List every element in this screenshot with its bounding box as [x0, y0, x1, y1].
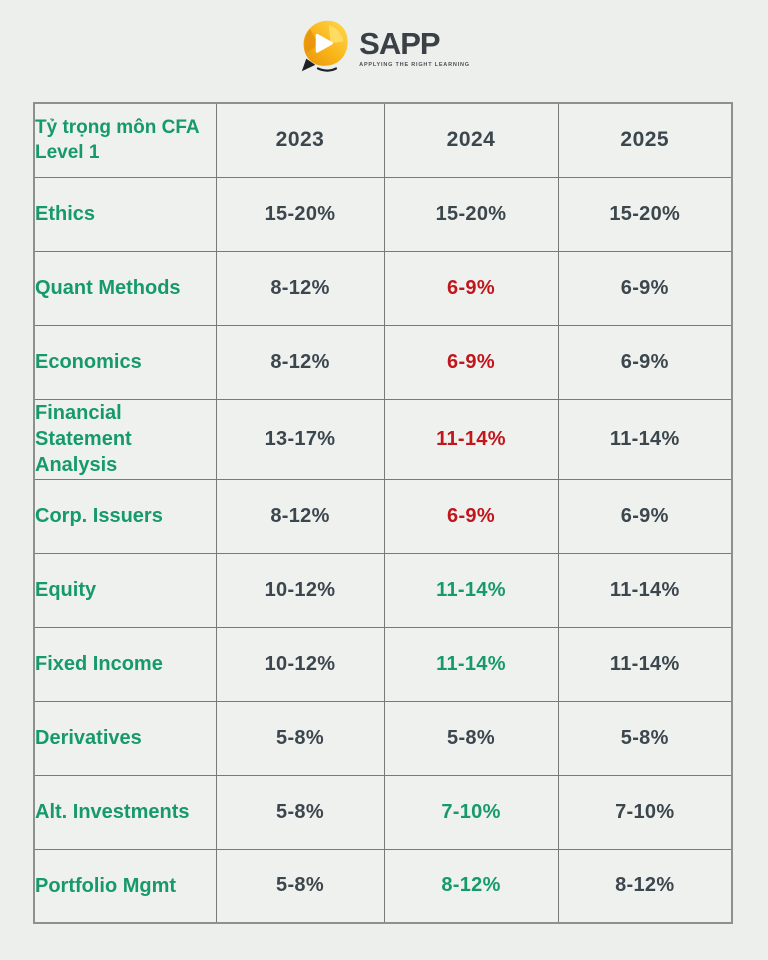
value-cell: 15-20% — [383, 176, 559, 252]
value-cell: 8-12% — [383, 848, 559, 924]
header-year-2023: 2023 — [215, 102, 385, 178]
value-cell: 5-8% — [215, 700, 385, 776]
value-cell: 8-12% — [215, 478, 385, 554]
subject-cell: Fixed Income — [33, 626, 217, 702]
subject-cell: Quant Methods — [33, 250, 217, 326]
subject-cell: Financial Statement Analysis — [33, 398, 217, 480]
value-cell: 5-8% — [557, 700, 733, 776]
value-cell: 6-9% — [383, 478, 559, 554]
value-cell: 11-14% — [383, 552, 559, 628]
subject-cell: Corp. Issuers — [33, 478, 217, 554]
table-row: Economics 8-12% 6-9% 6-9% — [33, 324, 733, 400]
header-year-2025: 2025 — [557, 102, 733, 178]
value-cell: 7-10% — [557, 774, 733, 850]
value-cell: 5-8% — [383, 700, 559, 776]
table-row: Corp. Issuers 8-12% 6-9% 6-9% — [33, 478, 733, 554]
value-cell: 11-14% — [557, 626, 733, 702]
value-cell: 6-9% — [383, 324, 559, 400]
sapp-logo: SAPP APPLYING THE RIGHT LEARNING — [298, 18, 470, 74]
value-cell: 11-14% — [383, 626, 559, 702]
cfa-weights-table: Tỷ trọng môn CFA Level 1 2023 2024 2025 … — [33, 102, 733, 924]
table-row: Ethics 15-20% 15-20% 15-20% — [33, 176, 733, 252]
table-row: Equity 10-12% 11-14% 11-14% — [33, 552, 733, 628]
value-cell: 13-17% — [215, 398, 385, 480]
value-cell: 11-14% — [557, 552, 733, 628]
value-cell: 8-12% — [215, 324, 385, 400]
value-cell: 6-9% — [557, 478, 733, 554]
subject-cell: Equity — [33, 552, 217, 628]
logo-text: SAPP APPLYING THE RIGHT LEARNING — [359, 28, 470, 68]
value-cell: 7-10% — [383, 774, 559, 850]
subject-cell: Derivatives — [33, 700, 217, 776]
value-cell: 5-8% — [215, 774, 385, 850]
value-cell: 8-12% — [557, 848, 733, 924]
table-row: Quant Methods 8-12% 6-9% 6-9% — [33, 250, 733, 326]
logo-wordmark: SAPP — [359, 26, 440, 61]
subject-cell: Economics — [33, 324, 217, 400]
subject-cell: Alt. Investments — [33, 774, 217, 850]
table-header-row: Tỷ trọng môn CFA Level 1 2023 2024 2025 — [33, 102, 733, 178]
table-row: Financial Statement Analysis 13-17% 11-1… — [33, 398, 733, 480]
value-cell: 10-12% — [215, 552, 385, 628]
value-cell: 6-9% — [557, 250, 733, 326]
table-row: Derivatives 5-8% 5-8% 5-8% — [33, 700, 733, 776]
value-cell: 11-14% — [557, 398, 733, 480]
logo-tagline: APPLYING THE RIGHT LEARNING — [359, 62, 470, 68]
header-year-2024: 2024 — [383, 102, 559, 178]
value-cell: 15-20% — [215, 176, 385, 252]
table-row: Portfolio Mgmt 5-8% 8-12% 8-12% — [33, 848, 733, 924]
value-cell: 11-14% — [383, 398, 559, 480]
table-row: Fixed Income 10-12% 11-14% 11-14% — [33, 626, 733, 702]
table-row: Alt. Investments 5-8% 7-10% 7-10% — [33, 774, 733, 850]
value-cell: 10-12% — [215, 626, 385, 702]
subject-cell: Portfolio Mgmt — [33, 848, 217, 924]
subject-cell: Ethics — [33, 176, 217, 252]
value-cell: 8-12% — [215, 250, 385, 326]
value-cell: 15-20% — [557, 176, 733, 252]
value-cell: 5-8% — [215, 848, 385, 924]
value-cell: 6-9% — [557, 324, 733, 400]
sapp-play-pencil-icon — [301, 20, 348, 72]
header-title: Tỷ trọng môn CFA Level 1 — [33, 102, 217, 178]
value-cell: 6-9% — [383, 250, 559, 326]
